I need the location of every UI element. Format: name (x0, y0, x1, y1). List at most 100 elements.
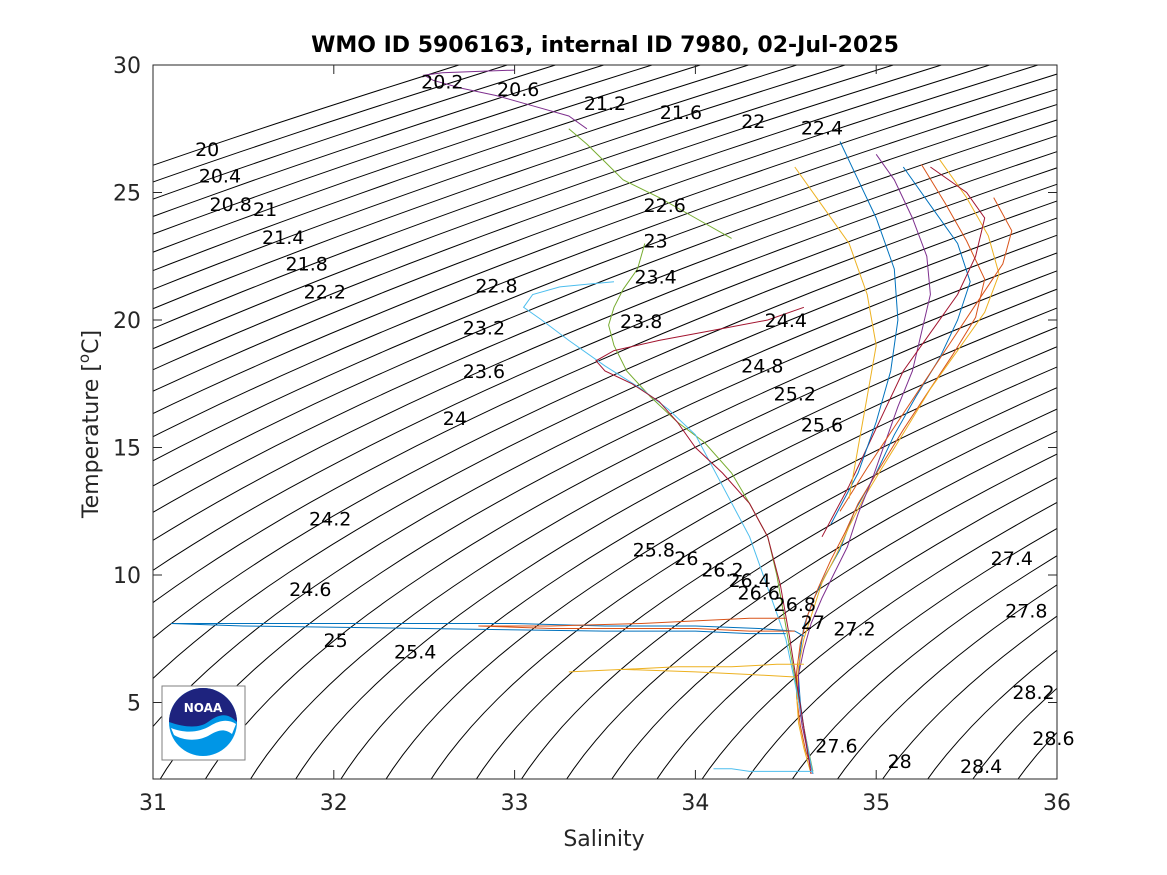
density-contour (153, 65, 606, 217)
contour-label: 28.2 (1012, 682, 1054, 704)
x-axis-title: Salinity (563, 827, 644, 852)
x-tick-label: 32 (320, 791, 348, 816)
contour-label: 24.6 (289, 579, 331, 601)
density-contour (153, 65, 896, 330)
density-contour (566, 430, 1057, 779)
density-contour (475, 387, 1057, 779)
y-tick-label: 10 (113, 564, 141, 589)
contour-label: 27 (801, 612, 825, 634)
profile-line (422, 69, 588, 130)
density-contour (153, 119, 1057, 487)
y-tick-label: 20 (113, 309, 141, 334)
density-contour (520, 408, 1057, 779)
x-tick-label: 36 (1043, 791, 1071, 816)
profile-line (830, 141, 899, 525)
y-axis: 5 10 15 20 25 30 (113, 54, 1057, 717)
density-contour (153, 73, 1057, 415)
x-axis: 31 32 33 34 35 36 (139, 65, 1071, 816)
density-contour (153, 65, 1040, 392)
y-axis-title-sup: o (75, 354, 93, 363)
contour-label: 26.6 (738, 583, 780, 605)
profile-line (713, 768, 813, 772)
density-contour (153, 167, 1057, 571)
y-tick-label: 30 (113, 54, 141, 79)
density-contour (972, 687, 1057, 779)
density-contour (153, 65, 847, 310)
density-contour (791, 555, 1057, 779)
y-tick-label: 5 (127, 692, 141, 717)
contour-label: 28 (888, 751, 912, 773)
profile-lines (171, 69, 1013, 775)
contour-label: 23.8 (620, 311, 662, 333)
density-contour (153, 200, 1057, 639)
contour-label: 22 (741, 111, 765, 133)
density-contour (153, 234, 1057, 728)
y-axis-title-end: C] (79, 330, 104, 354)
density-contour (153, 65, 799, 290)
contour-label: 24.2 (309, 509, 351, 531)
logo-text: NOAA (184, 701, 223, 715)
contour-label: 22.6 (644, 195, 686, 217)
density-contour (153, 65, 992, 371)
contour-label: 20.6 (497, 79, 539, 101)
contour-label: 21.8 (286, 254, 328, 276)
density-contour (611, 453, 1057, 779)
noaa-logo: NOAA (161, 685, 246, 761)
density-contour (153, 217, 1057, 680)
density-contour (153, 135, 1057, 513)
y-axis-title-main: Temperature [ (79, 363, 104, 519)
contour-label: 25.2 (774, 384, 816, 406)
density-contour (385, 346, 1057, 779)
profile-line (794, 166, 877, 499)
contour-label: 26.8 (774, 594, 816, 616)
contour-label: 25.4 (394, 641, 436, 663)
density-contour (153, 65, 703, 253)
density-contour (153, 88, 1057, 438)
contour-label: 20.4 (199, 166, 241, 188)
density-contour (153, 65, 654, 235)
density-contour (295, 307, 1057, 779)
contour-label: 27.6 (815, 736, 857, 758)
profile-line (171, 623, 805, 637)
profile-line (478, 617, 795, 632)
contour-label: 24.8 (741, 356, 783, 378)
contour-label: 26.4 (728, 570, 770, 592)
density-contour (153, 183, 1057, 604)
contour-label: 26 (674, 548, 698, 570)
contour-label: 20.2 (421, 71, 463, 93)
contour-label: 25.8 (633, 539, 675, 561)
contour-label: 21 (253, 199, 277, 221)
profile-line (595, 306, 812, 774)
plot-area (153, 65, 1057, 779)
contour-label: 20.8 (210, 194, 252, 216)
x-tick-label: 35 (862, 791, 890, 816)
density-contour (340, 326, 1057, 779)
profile-line (839, 197, 1013, 512)
contour-label: 26.2 (701, 560, 743, 582)
contour-label: 20 (195, 139, 219, 161)
contour-label: 23.6 (463, 361, 505, 383)
density-contour (153, 65, 558, 200)
contour-label: 25.6 (801, 414, 843, 436)
contour-labels: 20.2 20.6 21.2 21.6 22 22.4 20 20.4 20.8 21 21.4 21… (195, 71, 1074, 778)
contour-label: 27.4 (991, 548, 1033, 570)
x-tick-label: 31 (139, 791, 167, 816)
density-contour (153, 65, 751, 272)
logo-top (169, 688, 237, 727)
contour-label: 24.4 (765, 310, 807, 332)
profile-line (568, 128, 732, 239)
density-contour (153, 65, 509, 183)
density-contour (882, 615, 1057, 779)
contour-label: 28.4 (960, 756, 1002, 778)
contour-label: 25 (324, 630, 348, 652)
contour-label: 24 (443, 408, 467, 430)
x-tick-label: 33 (501, 791, 529, 816)
contour-label: 23 (644, 231, 668, 253)
plot-frame (152, 64, 1058, 780)
density-contour (746, 527, 1057, 779)
density-contour (153, 103, 1057, 462)
contour-label: 28.6 (1032, 728, 1074, 750)
density-contour (250, 288, 1057, 779)
contour-label: 21.4 (262, 227, 304, 249)
contour-label: 23.4 (634, 266, 676, 288)
